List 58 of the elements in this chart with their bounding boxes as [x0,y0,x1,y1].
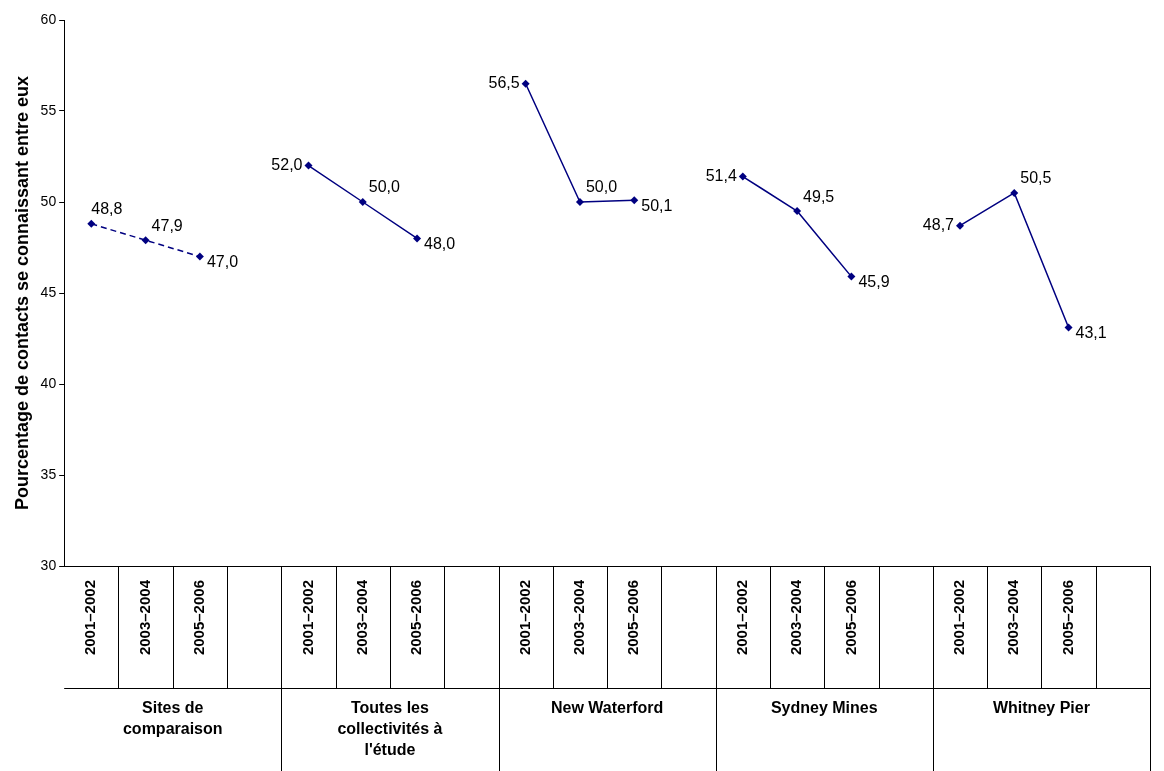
data-label: 49,5 [803,187,835,205]
x-tick-label: 2001–2002 [298,580,316,656]
y-tick-label: 55 [40,101,57,118]
y-tick-label: 50 [40,192,57,209]
point [413,234,422,243]
x-tick-label: 2005–2006 [1058,580,1076,656]
x-tick-label: 2003–2004 [570,579,588,656]
data-label: 56,5 [488,74,520,92]
x-tick-label: 2005–2006 [624,580,642,656]
data-label: 50,1 [641,196,673,214]
point [195,252,204,261]
text: Toutes les collectivités à l'étude [337,699,443,759]
x-tick-label: 2005–2006 [407,580,425,656]
y-tick-label: 40 [40,374,57,391]
data-label: 47,0 [206,253,239,271]
data-label: 48,0 [424,234,456,252]
point [87,219,96,228]
y-tick-label: 35 [40,465,57,482]
x-tick-label: 2003–2004 [352,579,370,656]
data-label: 43,1 [1075,323,1107,341]
x-tick-label: 2003–2004 [135,579,153,656]
point [141,236,150,245]
x-tick-label: 2001–2002 [950,580,968,656]
point [521,79,530,88]
point [793,207,802,216]
point [304,161,313,170]
x-tick-label: 2003–2004 [1004,579,1022,656]
data-label: 51,4 [705,166,737,184]
x-tick-label: 2003–2004 [787,579,805,656]
data-label: 52,0 [271,156,303,174]
data-label: 47,9 [151,216,183,234]
point [738,172,747,181]
x-tick-label: 2001–2002 [515,580,533,656]
data-label: 50,5 [1020,169,1052,187]
data-label: 48,7 [922,216,955,234]
x-tick-label: 2005–2006 [190,580,208,656]
point [955,221,964,230]
text: New Waterford [550,699,664,717]
data-label: 45,9 [858,273,890,291]
data-label: 50,0 [585,178,618,196]
point [575,198,584,206]
point [1010,188,1019,197]
text: Sites de comparaison [122,699,223,738]
y-axis-title: Pourcentage de contacts se connaissant entre eux [11,75,32,511]
text: Whitney Pier [992,699,1090,717]
data-label: 48,8 [91,200,123,218]
x-tick-label: 2001–2002 [732,580,750,656]
text: Sydney Mines [770,699,878,717]
data-label: 50,0 [368,178,401,196]
y-tick-label: 30 [40,556,57,573]
point [1064,323,1073,332]
point [630,196,639,205]
y-tick-label: 45 [40,283,57,300]
y-tick-label: 60 [40,10,57,27]
point [358,198,367,206]
point [847,272,856,281]
x-tick-label: 2001–2002 [81,580,99,656]
x-tick-label: 2005–2006 [841,580,859,656]
